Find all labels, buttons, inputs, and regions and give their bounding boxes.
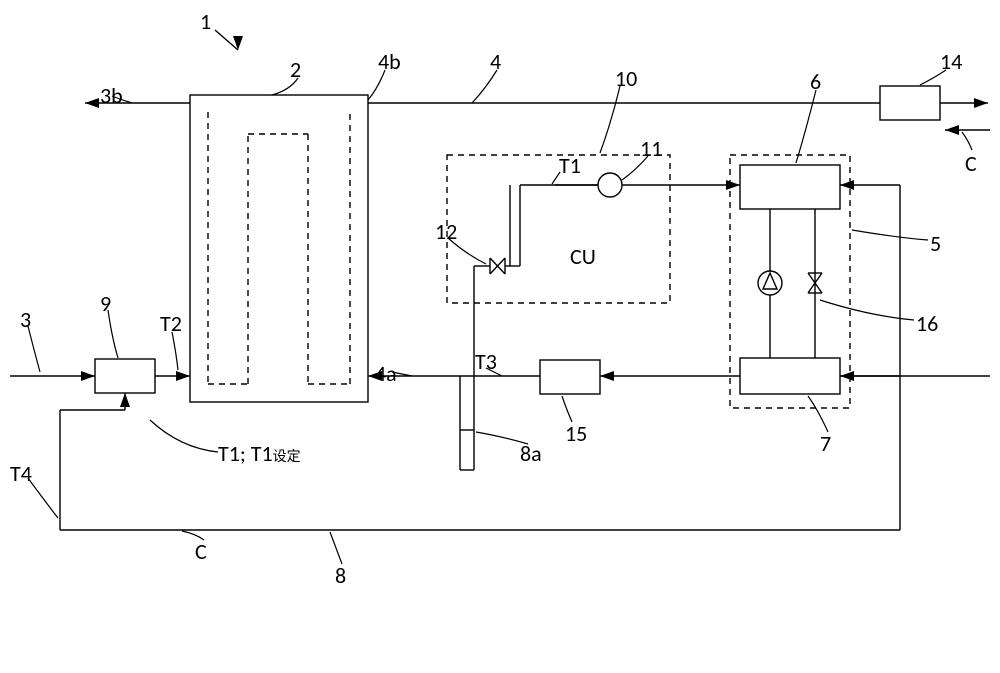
- label-T3: T3: [475, 348, 497, 375]
- label-C-top: C: [965, 150, 977, 177]
- label-4b: 4b: [378, 48, 401, 75]
- label-CU: CU: [570, 243, 596, 270]
- label-T4: T4: [10, 460, 32, 487]
- label-C-bottom: C: [195, 538, 207, 565]
- label-10: 10: [615, 65, 637, 92]
- label-8a: 8a: [520, 440, 542, 467]
- label-T1set: T1; T1设定: [218, 440, 301, 467]
- label-9: 9: [100, 290, 111, 317]
- label-5: 5: [930, 230, 941, 257]
- label-4a: 4a: [375, 360, 397, 387]
- label-T1: T1: [559, 152, 581, 179]
- label-15: 15: [565, 420, 587, 447]
- label-12: 12: [435, 218, 457, 245]
- label-14: 14: [940, 48, 962, 75]
- label-1: 1: [200, 8, 211, 35]
- label-2: 2: [290, 56, 301, 83]
- engineering-diagram: [0, 0, 1000, 673]
- label-16: 16: [916, 310, 938, 337]
- label-8: 8: [335, 562, 346, 589]
- label-6: 6: [810, 68, 821, 95]
- label-7: 7: [820, 430, 831, 457]
- label-T2: T2: [160, 310, 182, 337]
- label-4: 4: [490, 48, 501, 75]
- label-11: 11: [640, 135, 662, 162]
- label-3: 3: [20, 306, 31, 333]
- label-3b: 3b: [100, 82, 123, 109]
